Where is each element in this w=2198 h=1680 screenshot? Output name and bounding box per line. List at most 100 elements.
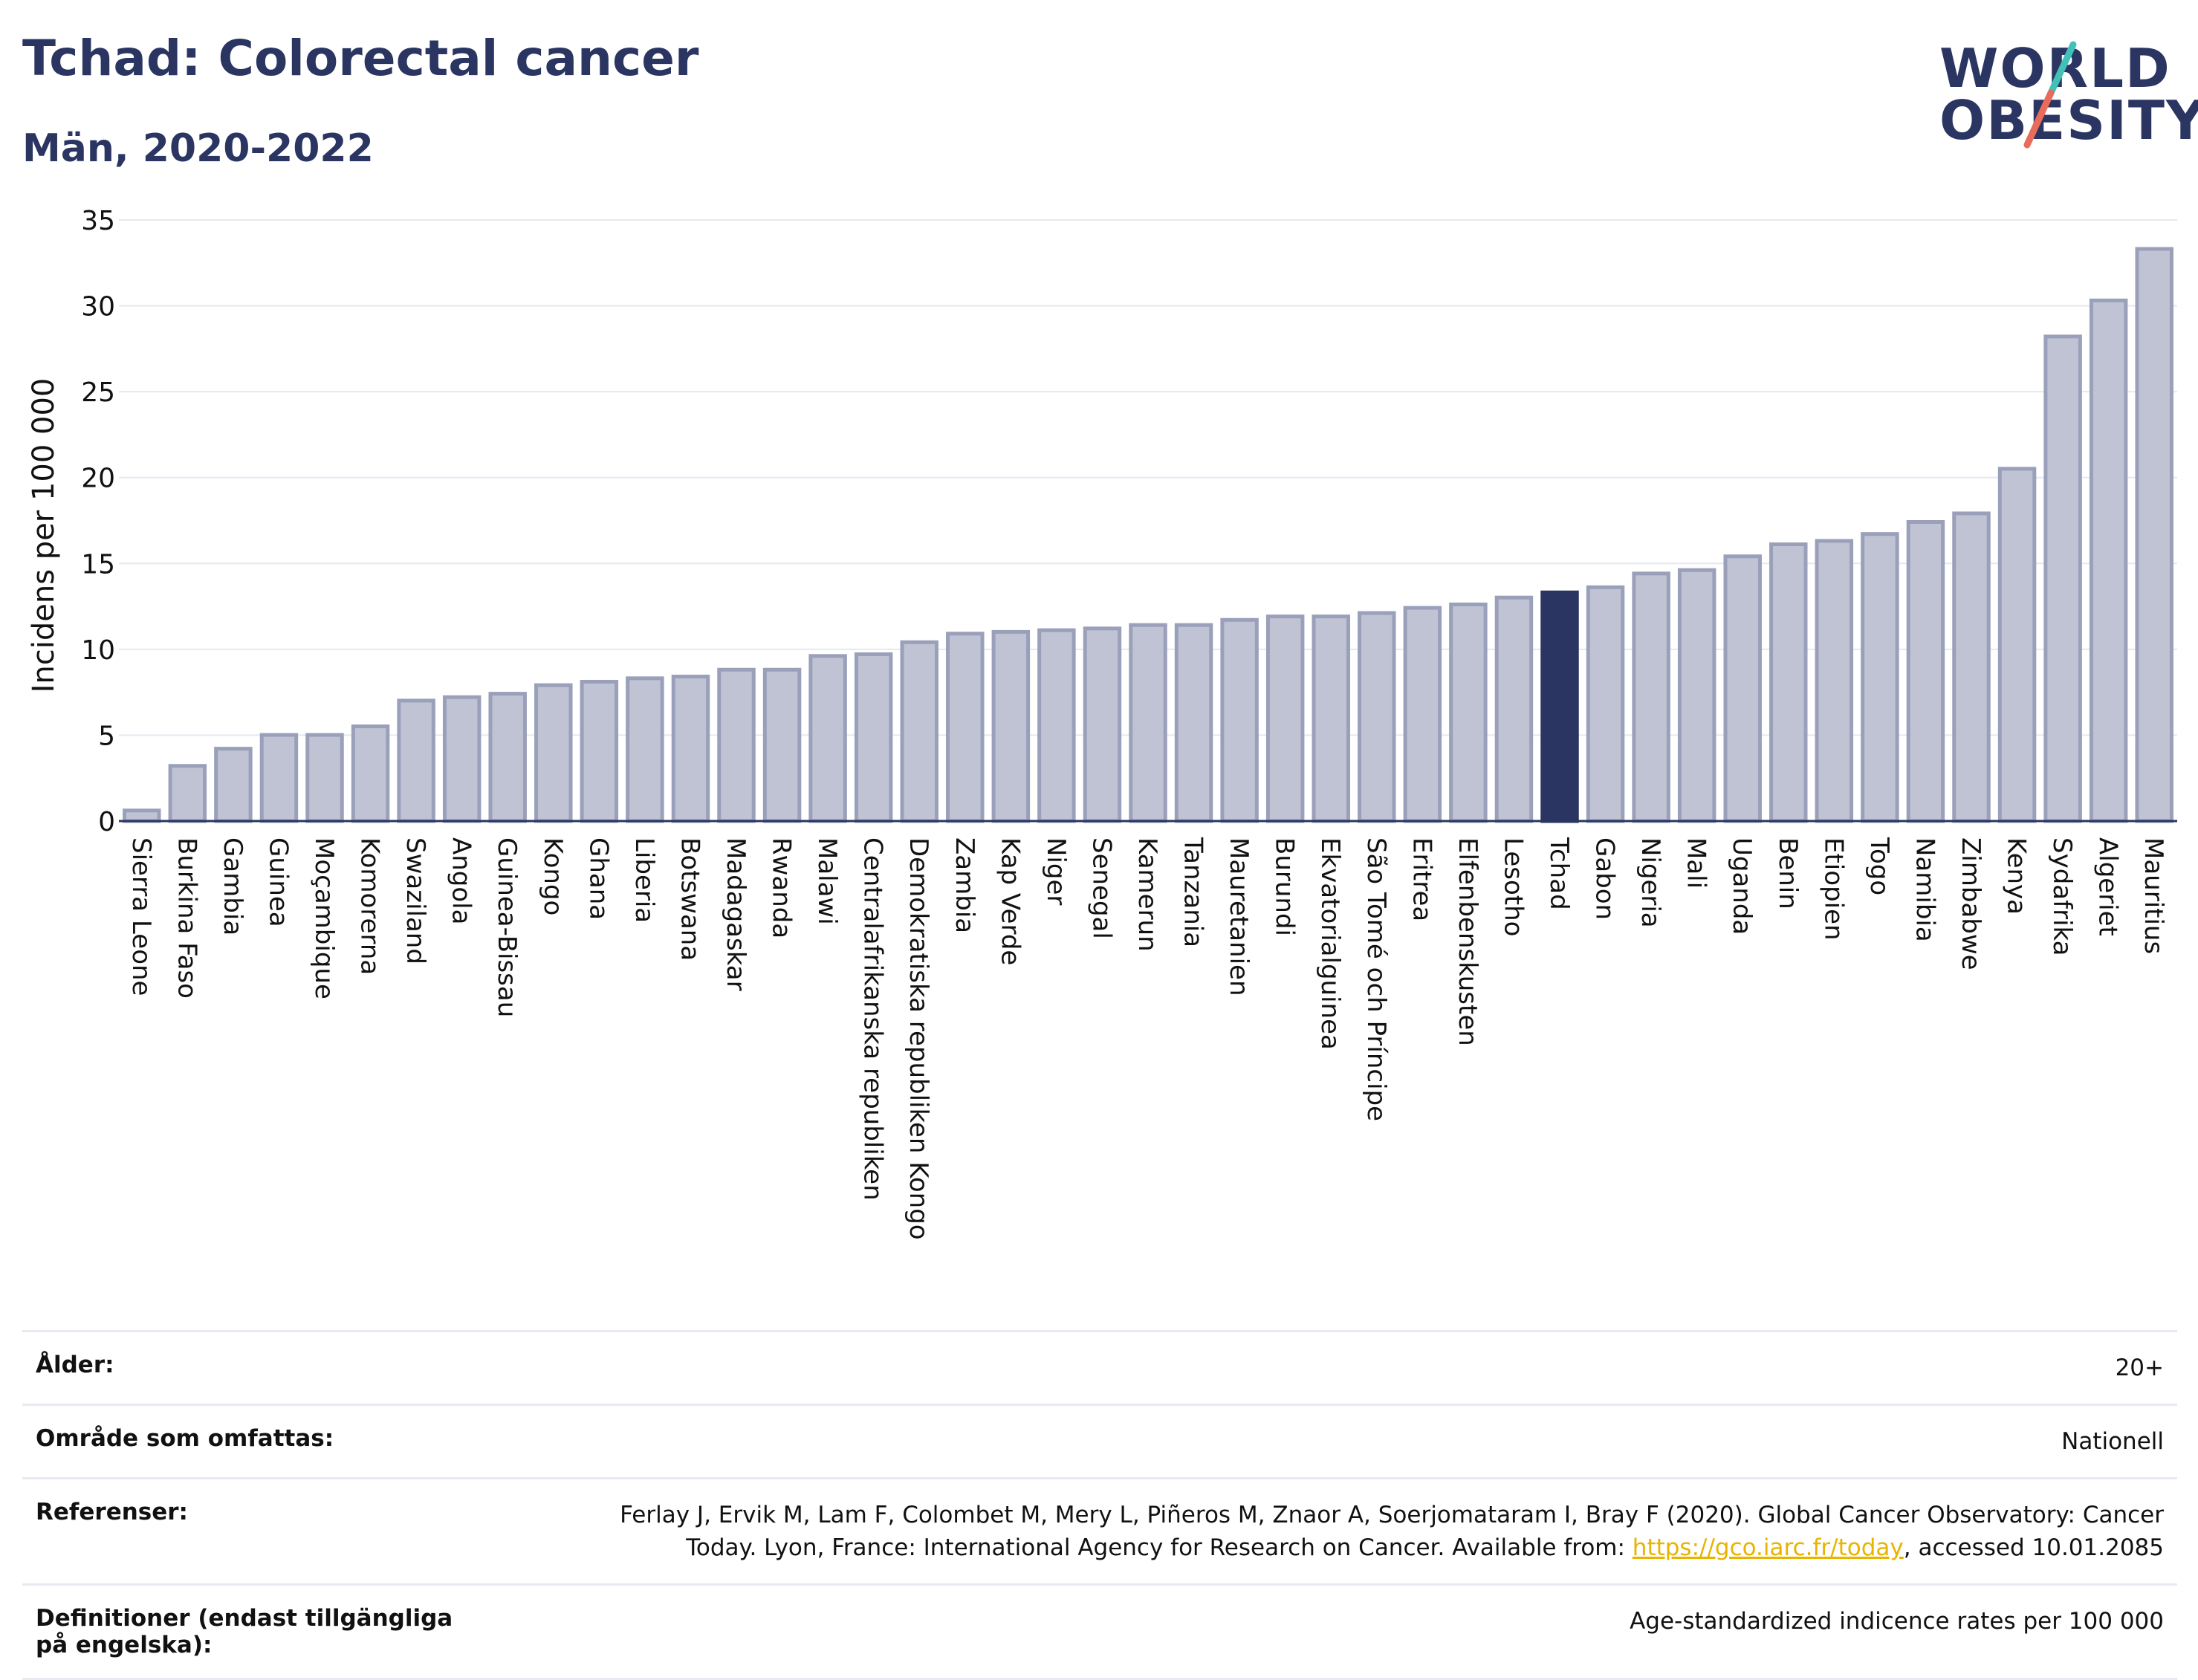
x-tick-label: Guinea — [263, 837, 293, 927]
bar-namibia — [1906, 520, 1945, 823]
bar-sydafrika — [2043, 334, 2082, 823]
x-tick-label: Burundi — [1270, 837, 1300, 936]
metadata-table: Ålder: 20+ Område som omfattas: Nationel… — [22, 1330, 2177, 1680]
meta-value: Age-standardized indicence rates per 100… — [1630, 1608, 2164, 1635]
bar-eritrea — [1403, 606, 1442, 823]
bar-uganda — [1723, 554, 1762, 823]
bar-etiopien — [1815, 539, 1854, 823]
x-tick-label: Kap Verde — [995, 837, 1025, 965]
y-tick-label: 5 — [98, 721, 115, 751]
x-tick-label: Zambia — [950, 837, 979, 933]
x-tick-label: Komorerna — [355, 837, 385, 975]
y-tick-label: 0 — [98, 807, 115, 837]
x-tick-label: Sydafrika — [2047, 837, 2077, 956]
bar-benin — [1769, 542, 1808, 823]
x-tick-label: Malawi — [812, 837, 842, 925]
x-tick-label: Ghana — [583, 837, 613, 920]
x-tick-label: Etiopien — [1818, 837, 1848, 941]
x-tick-label: Liberia — [629, 837, 659, 923]
bar-algeriet — [2089, 298, 2128, 823]
x-tick-label: Eritrea — [1407, 837, 1436, 921]
meta-row-references: Referenser: Ferlay J, Ervik M, Lam F, Co… — [22, 1478, 2177, 1585]
x-tick-label: Kenya — [2002, 837, 2032, 915]
bar-kenya — [1997, 467, 2037, 823]
x-tick-label: Tchad — [1544, 837, 1574, 910]
bar-rwanda — [762, 667, 802, 823]
bar-mali — [1677, 568, 1716, 823]
chart-subtitle: Män, 2020-2022 — [22, 126, 374, 171]
x-tick-label: Niger — [1041, 837, 1071, 905]
x-tick-label: Swaziland — [401, 837, 430, 964]
x-tick-label: Guinea-Bissau — [492, 837, 522, 1017]
y-tick-label: 30 — [81, 292, 115, 322]
x-tick-label: São Tomé och Príncipe — [1361, 837, 1391, 1121]
x-tick-label: Mali — [1682, 837, 1711, 889]
bars — [123, 247, 2173, 823]
bar-botswana — [671, 675, 710, 823]
reference-line-1: Ferlay J, Ervik M, Lam F, Colombet M, Me… — [620, 1502, 2164, 1528]
logo-slash-icon — [2023, 41, 2077, 149]
meta-key: Referenser: — [36, 1499, 188, 1525]
x-tick-label: Sierra Leone — [126, 837, 156, 996]
x-tick-label: Tanzania — [1179, 837, 1208, 947]
bar-kap-verde — [991, 629, 1031, 823]
meta-value: 20+ — [2115, 1355, 2164, 1381]
bar-senegal — [1083, 626, 1122, 823]
x-tick-label: Gambia — [218, 837, 247, 935]
x-axis-labels: Sierra Leone Burkina Faso Gambia Guinea Moça… — [126, 837, 2168, 1240]
x-tick-label: Angola — [447, 837, 476, 924]
meta-row-area: Område som omfattas: Nationell — [22, 1404, 2177, 1479]
x-tick-label: Burkina Faso — [172, 837, 201, 999]
bar-zimbabwe — [1952, 511, 1991, 823]
x-tick-label: Demokratiska republiken Kongo — [904, 837, 933, 1240]
y-tick-label: 35 — [81, 206, 115, 236]
meta-row-age: Ålder: 20+ — [22, 1331, 2177, 1405]
bar-burkina-faso — [168, 764, 207, 823]
meta-value: Ferlay J, Ervik M, Lam F, Colombet M, Me… — [495, 1479, 2177, 1585]
bar-guinea-bissau — [488, 692, 527, 823]
x-tick-label: Botswana — [675, 837, 704, 961]
x-tick-label: Senegal — [1086, 837, 1116, 939]
y-axis-label: Incidens per 100 000 — [27, 378, 61, 693]
bar-burundi — [1265, 614, 1305, 823]
reference-link[interactable]: https://gco.iarc.fr/today — [1632, 1534, 1904, 1561]
x-tick-label: Kamerun — [1132, 837, 1162, 952]
x-tick-label: Ekvatorialguinea — [1315, 837, 1345, 1050]
x-tick-label: Algeriet — [2093, 837, 2123, 936]
bar-centralafrikanska-republiken — [854, 652, 893, 823]
reference-line-2: Today. Lyon, France: International Agenc… — [686, 1534, 1633, 1561]
x-tick-label: Gabon — [1590, 837, 1620, 920]
x-tick-label: Nigeria — [1635, 837, 1665, 928]
y-tick-label: 25 — [81, 377, 115, 408]
x-tick-label: Moçambique — [309, 837, 339, 999]
bar-zambia — [946, 632, 985, 823]
x-tick-label: Centralafrikanska republiken — [858, 837, 888, 1201]
bar-elfenbenskusten — [1449, 602, 1488, 823]
reference-line-2-end: , accessed 10.01.2085 — [1903, 1534, 2164, 1561]
x-tick-label: Madagaskar — [721, 837, 751, 991]
y-tick-label: 20 — [81, 464, 115, 494]
bar-demokratiska-republiken-kongo — [900, 640, 938, 823]
meta-row-definitions: Definitioner (endast tillgängliga på eng… — [22, 1584, 2177, 1679]
bar-nigeria — [1632, 571, 1670, 823]
x-tick-label: Rwanda — [767, 837, 797, 938]
x-tick-label: Uganda — [1727, 837, 1757, 935]
bar-togo — [1861, 532, 1899, 823]
bar-malawi — [808, 654, 847, 823]
bar-angola — [442, 695, 482, 823]
bar-mo-ambique — [305, 733, 344, 823]
meta-key: Område som omfattas: — [36, 1425, 334, 1452]
bar-tanzania — [1174, 623, 1213, 823]
bar-liberia — [626, 676, 664, 823]
bar-mauritius — [2135, 247, 2173, 823]
x-tick-label: Zimbabwe — [1956, 837, 1985, 970]
bar-gabon — [1586, 585, 1625, 823]
x-tick-label: Lesotho — [1498, 837, 1528, 936]
bar-tchad — [1540, 590, 1579, 823]
bar-madagaskar — [717, 667, 756, 823]
bar-s-o-tom-och-pr-ncipe — [1358, 611, 1396, 823]
bar-kamerun — [1129, 623, 1167, 823]
logo-line-2: OBESITY — [1939, 89, 2198, 152]
bar-ghana — [580, 679, 619, 823]
bar-sierra-leone — [123, 808, 161, 823]
